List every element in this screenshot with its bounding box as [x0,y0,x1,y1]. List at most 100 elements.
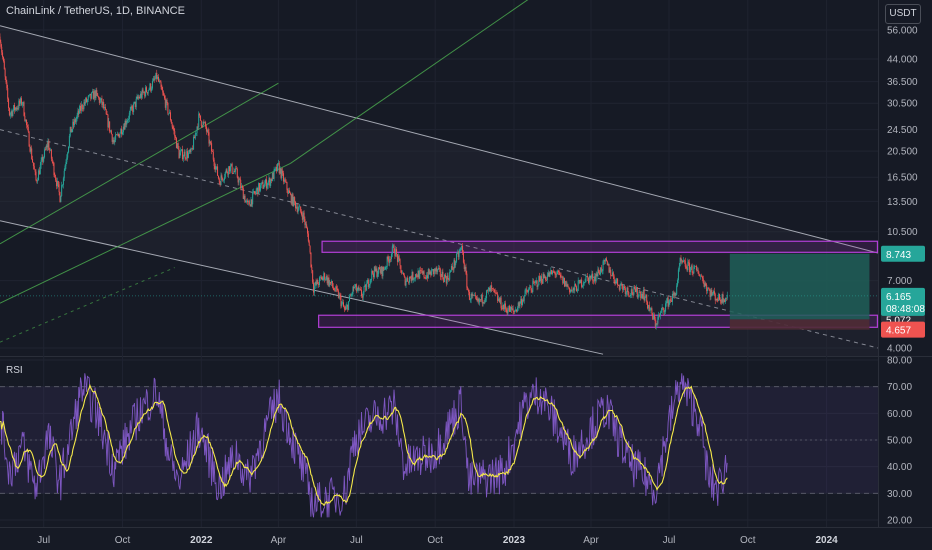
candle-body [50,149,52,159]
candle-body [389,258,391,263]
price-tag-1: 5.072 [886,315,911,326]
candle [267,180,269,189]
candle-body [210,141,212,144]
candle [593,272,595,284]
candle [562,275,564,285]
candle-body [120,128,122,134]
candle-body [641,293,643,299]
candle-body [87,96,89,100]
candle-body [429,271,431,274]
candle [594,273,596,285]
candle [155,72,157,80]
candle [0,39,2,49]
candle [451,262,453,271]
candle [468,289,470,301]
candle [83,99,85,111]
candle [139,90,141,100]
candle-body [435,267,437,272]
candle [312,270,314,284]
candle [275,166,277,171]
candle-body [554,272,556,275]
candle-body [466,273,468,288]
candle-body [326,276,328,284]
candle-body [632,293,634,295]
candle [572,286,574,294]
candle [222,177,224,182]
candle-body [529,287,531,289]
candle [76,112,78,122]
candle-body [290,194,292,204]
candle [360,286,362,298]
candle [507,307,509,316]
price-tick-label: 10.500 [887,227,918,238]
candle [506,306,508,316]
candle-body [132,107,134,113]
candle [375,265,377,273]
candle-body [321,277,323,280]
candle-body [689,267,691,273]
candle [108,117,110,129]
candle [581,284,583,289]
candle [674,291,676,298]
candle-body [18,100,20,109]
candle [343,305,345,313]
candle [400,265,402,273]
candle [459,247,461,254]
candle [199,112,201,118]
candle-body [620,283,622,285]
candle-body [259,185,261,191]
candle [603,258,605,265]
candle-body [672,293,674,296]
candle [259,182,261,193]
candle-body [5,76,7,83]
candle [557,269,559,276]
candle [92,88,94,94]
candle-body [235,168,237,169]
candle-body [283,179,285,182]
candle [57,180,59,188]
candle-body [484,300,486,303]
rsi-tick-label: 50.00 [887,436,912,447]
candle-body [206,130,208,132]
candle-body [88,95,90,97]
candle [713,289,715,296]
candle-body [271,173,273,181]
candle [211,149,213,153]
candle-body [510,306,512,310]
candle-body [584,281,586,283]
candle [314,281,316,289]
candle-body [61,185,63,196]
candle [402,270,404,274]
candle-body [44,149,46,151]
candle [552,268,554,274]
candle-body [410,278,412,281]
candle-body [10,111,12,114]
time-tick-label: 2022 [190,535,213,546]
candle [81,103,83,112]
time-tick-label: Oct [427,535,443,546]
candle [441,269,443,278]
candle-body [368,285,370,287]
candle-body [461,245,463,248]
candle [642,286,644,300]
candle [110,129,112,135]
candle-body [522,299,524,305]
candle-body [362,292,364,298]
candle [128,110,130,123]
candle-body [614,281,616,284]
candle-body [414,274,416,279]
candle-body [371,271,373,280]
candle-body [433,268,435,274]
candle [200,120,202,128]
candle-body [502,304,504,310]
candle-body [497,294,499,301]
candle [373,266,375,279]
candle-body [677,280,679,286]
currency-button[interactable]: USDT [885,4,921,24]
candle-body [568,286,570,288]
candle-body [414,278,416,280]
candle-body [347,304,349,310]
candle-body [680,257,682,262]
candle-body [599,267,601,275]
